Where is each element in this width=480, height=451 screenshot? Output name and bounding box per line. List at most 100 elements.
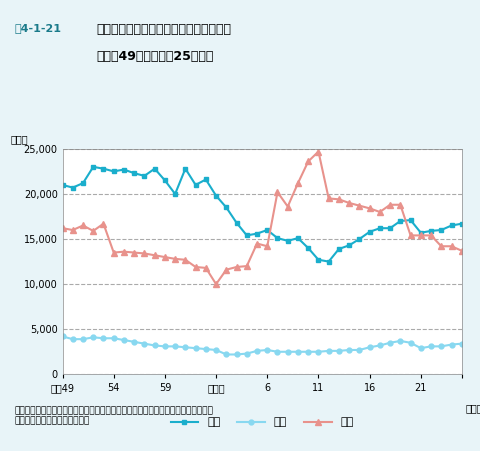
騒音 <box>274 235 280 241</box>
悪臭 <box>80 223 86 228</box>
悪臭 <box>427 233 433 238</box>
悪臭 <box>366 206 372 211</box>
振動 <box>407 340 413 345</box>
振動 <box>203 346 208 352</box>
騒音 <box>90 164 96 170</box>
振動 <box>110 336 116 341</box>
振動 <box>284 349 290 354</box>
悪臭 <box>100 221 106 226</box>
騒音 <box>315 257 321 262</box>
悪臭 <box>336 197 341 202</box>
悪臭 <box>396 202 402 207</box>
騒音 <box>356 236 361 242</box>
振動 <box>448 342 454 347</box>
悪臭 <box>233 264 239 270</box>
振動 <box>131 339 137 345</box>
振動 <box>305 349 311 354</box>
悪臭 <box>407 233 413 238</box>
振動 <box>213 347 218 353</box>
悪臭 <box>448 244 454 249</box>
悪臭 <box>346 200 351 206</box>
騒音 <box>80 180 86 186</box>
振動 <box>90 335 96 340</box>
悪臭 <box>152 253 157 258</box>
悪臭 <box>223 267 229 272</box>
悪臭 <box>121 249 127 254</box>
振動 <box>172 344 178 349</box>
振動 <box>417 345 423 351</box>
騒音 <box>141 173 147 179</box>
悪臭 <box>376 209 382 215</box>
悪臭 <box>243 263 249 269</box>
騒音 <box>253 231 259 236</box>
騒音 <box>152 166 157 171</box>
騒音 <box>203 177 208 182</box>
Text: （昭和49年度〜平成25年度）: （昭和49年度〜平成25年度） <box>96 50 213 63</box>
騒音 <box>407 217 413 223</box>
騒音 <box>366 229 372 235</box>
騒音 <box>121 167 127 172</box>
振動 <box>253 348 259 354</box>
騒音 <box>458 221 464 226</box>
悪臭 <box>417 233 423 238</box>
振動 <box>294 349 300 354</box>
振動 <box>346 347 351 353</box>
振動 <box>233 352 239 357</box>
騒音 <box>294 235 300 241</box>
悪臭 <box>325 196 331 201</box>
振動 <box>152 343 157 348</box>
Line: 悪臭: 悪臭 <box>60 149 464 287</box>
振動 <box>366 345 372 350</box>
Text: 騒音・振動・悪臭に係る苦情件数の推移: 騒音・振動・悪臭に係る苦情件数の推移 <box>96 23 231 36</box>
騒音 <box>70 185 75 190</box>
悪臭 <box>213 281 218 287</box>
悪臭 <box>437 244 443 249</box>
悪臭 <box>172 256 178 262</box>
騒音 <box>223 205 229 210</box>
悪臭 <box>162 254 168 260</box>
Text: 図4-1-21: 図4-1-21 <box>14 23 61 32</box>
振動 <box>356 347 361 353</box>
振動 <box>458 341 464 346</box>
騒音 <box>396 218 402 224</box>
騒音 <box>427 228 433 234</box>
振動 <box>100 336 106 341</box>
振動 <box>274 349 280 354</box>
騒音 <box>346 243 351 248</box>
悪臭 <box>315 149 321 154</box>
悪臭 <box>253 241 259 246</box>
騒音 <box>172 191 178 197</box>
騒音 <box>284 238 290 244</box>
騒音 <box>213 193 218 198</box>
振動 <box>325 348 331 354</box>
騒音 <box>100 166 106 171</box>
騒音 <box>325 259 331 264</box>
騒音 <box>376 226 382 231</box>
振動 <box>437 344 443 349</box>
悪臭 <box>284 204 290 209</box>
騒音 <box>386 226 392 231</box>
騒音 <box>336 246 341 252</box>
振動 <box>264 347 270 353</box>
騒音 <box>448 223 454 228</box>
騒音 <box>243 233 249 238</box>
悪臭 <box>356 203 361 208</box>
振動 <box>336 348 341 354</box>
騒音 <box>182 166 188 171</box>
騒音 <box>131 170 137 176</box>
振動 <box>80 336 86 342</box>
騒音 <box>110 169 116 174</box>
振動 <box>182 345 188 350</box>
悪臭 <box>294 180 300 186</box>
騒音 <box>264 227 270 233</box>
振動 <box>396 338 402 344</box>
悪臭 <box>131 250 137 255</box>
振動 <box>427 344 433 349</box>
振動 <box>141 341 147 346</box>
Line: 騒音: 騒音 <box>60 165 463 264</box>
振動 <box>386 340 392 345</box>
悪臭 <box>203 265 208 271</box>
悪臭 <box>182 257 188 262</box>
Legend: 騒音, 振動, 悪臭: 騒音, 振動, 悪臭 <box>166 413 358 432</box>
騒音 <box>60 182 65 188</box>
